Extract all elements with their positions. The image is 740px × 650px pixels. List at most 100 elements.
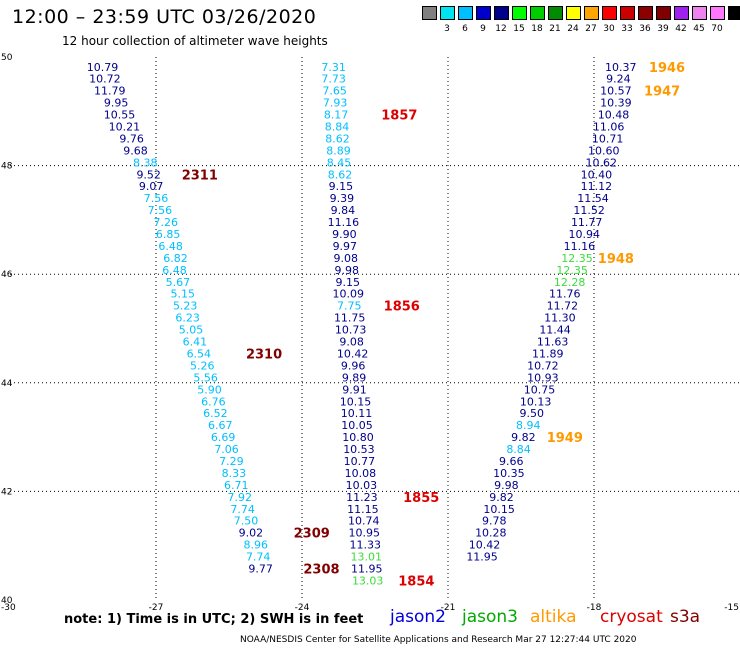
legend-altika: altika — [530, 607, 577, 627]
wave-height-value: 10.05 — [341, 419, 373, 432]
color-scale-label: 6 — [462, 24, 468, 34]
pass-time-label: 2311 — [182, 168, 218, 183]
color-scale-swatch — [512, 6, 527, 20]
wave-height-value: 10.39 — [600, 97, 632, 110]
wave-height-value: 9.66 — [499, 455, 524, 468]
color-scale-swatch — [620, 6, 635, 20]
wave-height-value: 10.94 — [569, 228, 601, 241]
wave-height-value: 11.52 — [573, 204, 605, 217]
footnote: note: 1) Time is in UTC; 2) SWH is in fe… — [64, 612, 364, 627]
wave-height-value: 9.77 — [248, 563, 273, 576]
wave-height-value: 10.72 — [89, 73, 121, 86]
wave-height-value: 8.84 — [506, 443, 531, 456]
wave-height-value: 5.23 — [173, 300, 198, 313]
wave-height-value: 10.71 — [592, 132, 624, 145]
wave-height-value: 9.82 — [489, 491, 514, 504]
pass-time-label: 1856 — [384, 300, 420, 315]
wave-height-value: 11.79 — [94, 85, 126, 98]
wave-height-value: 9.82 — [511, 431, 536, 444]
wave-height-value: 10.93 — [527, 371, 559, 384]
color-scale-label: 42 — [675, 24, 687, 34]
color-scale-swatch — [638, 6, 653, 20]
wave-height-value: 6.48 — [158, 240, 183, 253]
color-scale-swatch — [476, 6, 491, 20]
wave-height-value: 6.82 — [163, 252, 188, 265]
wave-height-value: 6.67 — [208, 419, 233, 432]
lat-tick-label: 48 — [1, 162, 13, 172]
wave-height-value: 8.96 — [244, 539, 269, 552]
wave-height-value: 10.28 — [475, 527, 507, 540]
lon-tick-label: -27 — [149, 603, 164, 613]
pass-time-label: 2309 — [294, 527, 330, 542]
color-scale-label: 3 — [444, 24, 450, 34]
color-scale-swatch — [440, 6, 455, 20]
wave-height-value: 5.15 — [171, 288, 196, 301]
wave-height-value: 6.41 — [183, 336, 208, 349]
wave-height-value: 7.31 — [321, 61, 346, 74]
color-scale-swatch — [728, 6, 740, 20]
wave-height-value: 5.56 — [193, 371, 218, 384]
wave-height-value: 8.94 — [516, 419, 541, 432]
wave-height-value: 9.84 — [331, 204, 356, 217]
color-scale-swatch — [548, 6, 563, 20]
wave-height-value: 11.63 — [537, 336, 569, 349]
wave-height-value: 7.73 — [321, 73, 346, 86]
wave-height-value: 10.77 — [344, 455, 376, 468]
color-scale-swatch — [422, 6, 437, 20]
wave-height-value: 11.23 — [346, 491, 378, 504]
pass-time-label: 2310 — [246, 347, 282, 362]
lat-tick-label: 42 — [1, 487, 12, 497]
wave-height-value: 9.15 — [329, 180, 354, 193]
wave-height-value: 10.55 — [104, 109, 136, 122]
wave-height-value: 6.69 — [211, 431, 236, 444]
lat-tick-label: 40 — [1, 596, 13, 606]
wave-height-value: 7.74 — [230, 503, 255, 516]
wave-height-value: 9.08 — [339, 336, 364, 349]
map-subtitle: 12 hour collection of altimeter wave hei… — [62, 34, 328, 48]
wave-height-value: 10.21 — [109, 121, 141, 134]
wave-height-value: 8.38 — [133, 156, 158, 169]
color-scale-label: 45 — [693, 24, 705, 34]
color-scale-label: 39 — [657, 24, 669, 34]
wave-height-value: 12.35 — [561, 252, 593, 265]
wave-height-value: 9.07 — [139, 180, 164, 193]
wave-height-value: 11.75 — [334, 312, 366, 325]
wave-height-value: 6.23 — [175, 312, 200, 325]
wave-height-value: 13.03 — [352, 574, 384, 587]
pass-time-label: 1947 — [644, 85, 680, 100]
wave-height-value: 10.62 — [586, 156, 618, 169]
wave-height-value: 10.57 — [600, 85, 632, 98]
wave-height-value: 11.16 — [564, 240, 596, 253]
color-scale-swatch — [566, 6, 581, 20]
wave-height-value: 10.95 — [349, 527, 381, 540]
wave-height-value: 9.98 — [335, 264, 360, 277]
wave-height-value: 7.65 — [322, 85, 347, 98]
color-scale-label: 18 — [531, 24, 543, 34]
lat-tick-label: 50 — [1, 53, 13, 63]
wave-height-value: 8.17 — [324, 109, 349, 122]
wave-height-value: 6.48 — [162, 264, 187, 277]
color-scale-label: 27 — [585, 24, 597, 34]
wave-height-value: 10.37 — [605, 61, 637, 74]
wave-height-value: 10.73 — [335, 324, 367, 337]
wave-height-value: 6.76 — [201, 395, 226, 408]
wave-height-value: 6.85 — [156, 228, 181, 241]
wave-height-value: 9.97 — [333, 240, 358, 253]
wave-height-value: 10.09 — [332, 288, 364, 301]
wave-height-value: 9.95 — [104, 97, 129, 110]
lat-tick-label: 44 — [1, 379, 13, 389]
wave-height-value: 9.89 — [342, 371, 367, 384]
wave-height-value: 11.30 — [544, 312, 576, 325]
wave-height-value: 10.03 — [346, 479, 378, 492]
lon-tick-label: -18 — [587, 603, 602, 613]
pass-time-label: 1948 — [598, 252, 634, 267]
pass-time-label: 1855 — [403, 491, 439, 506]
wave-height-value: 5.67 — [166, 276, 191, 289]
wave-height-value: 7.26 — [153, 216, 178, 229]
wave-height-value: 8.45 — [327, 156, 352, 169]
legend-jason3: jason3 — [462, 607, 518, 627]
wave-height-value: 7.93 — [323, 97, 348, 110]
wave-height-value: 12.35 — [556, 264, 588, 277]
color-scale-swatch — [584, 6, 599, 20]
